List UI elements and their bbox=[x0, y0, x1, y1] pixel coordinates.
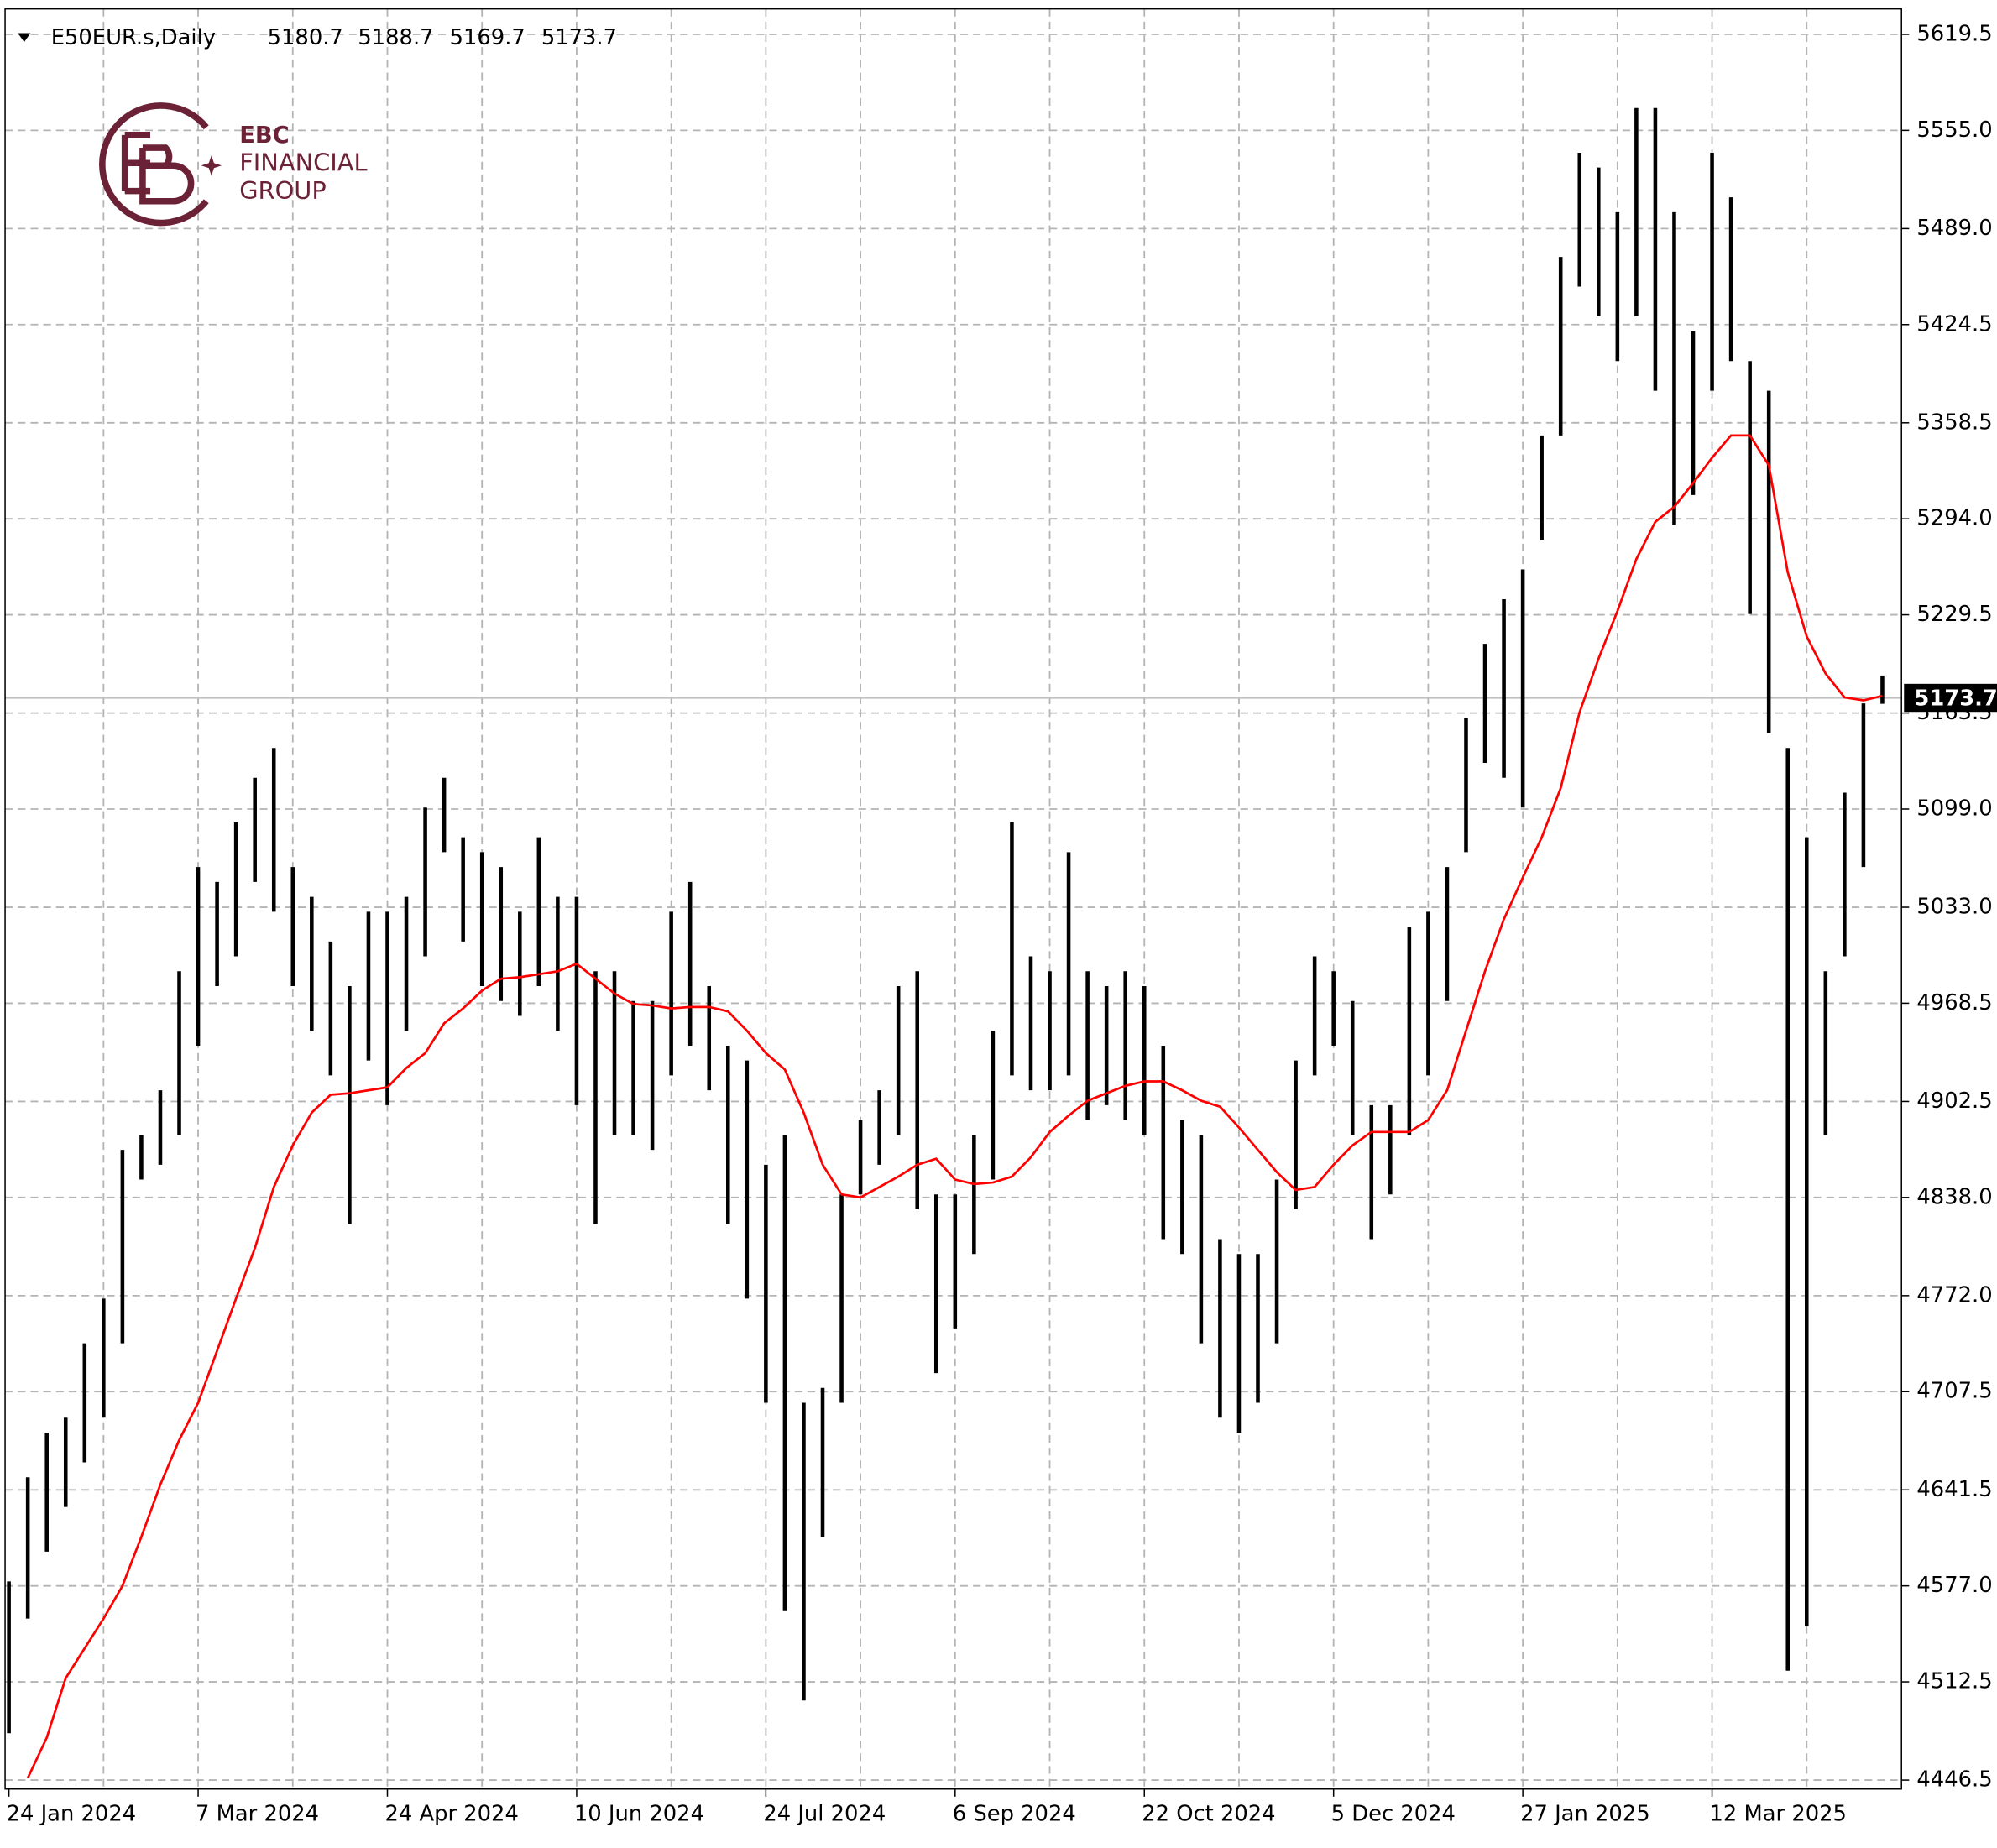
y-tick-label: 4446.5 bbox=[1916, 1767, 1992, 1793]
x-tick-label: 27 Jan 2025 bbox=[1520, 1802, 1650, 1827]
y-tick-label: 5099.0 bbox=[1916, 796, 1992, 821]
y-tick-label: 4512.5 bbox=[1916, 1669, 1992, 1694]
y-tick-label: 5229.5 bbox=[1916, 602, 1992, 627]
low-value: 5169.7 bbox=[450, 25, 525, 50]
y-tick-label: 4707.5 bbox=[1916, 1379, 1992, 1404]
logo-text: GROUP bbox=[239, 176, 327, 205]
plot bbox=[7, 107, 1885, 1778]
y-tick-label: 4641.5 bbox=[1916, 1477, 1992, 1502]
y-tick-label: 5555.0 bbox=[1916, 117, 1992, 143]
high-value: 5188.7 bbox=[358, 25, 433, 50]
close-value: 5173.7 bbox=[541, 25, 617, 50]
y-tick-label: 5358.5 bbox=[1916, 410, 1992, 435]
logo-star bbox=[201, 155, 222, 176]
x-tick-label: 12 Mar 2025 bbox=[1710, 1802, 1847, 1827]
y-tick-label: 4772.0 bbox=[1916, 1282, 1992, 1308]
y-tick-label: 5033.0 bbox=[1916, 895, 1992, 920]
last-price-box bbox=[1904, 683, 1997, 713]
x-tick-label: 24 Apr 2024 bbox=[384, 1802, 518, 1827]
x-tick-label: 5 Dec 2024 bbox=[1331, 1802, 1456, 1827]
x-tick-label: 24 Jan 2024 bbox=[7, 1802, 137, 1827]
logo-text: FINANCIAL bbox=[239, 149, 367, 177]
y-tick-label: 5424.5 bbox=[1916, 311, 1992, 337]
x-tick-label: 22 Oct 2024 bbox=[1142, 1802, 1275, 1827]
symbol-label: E50EUR.s,Daily bbox=[51, 25, 216, 50]
y-tick-label: 4838.0 bbox=[1916, 1184, 1992, 1209]
x-tick-label: 6 Sep 2024 bbox=[953, 1802, 1076, 1827]
grid bbox=[5, 8, 1902, 1789]
y-tick-label: 5294.0 bbox=[1916, 506, 1992, 531]
y-tick-label: 4577.0 bbox=[1916, 1573, 1992, 1598]
y-tick-label: 5489.0 bbox=[1916, 216, 1992, 241]
plot-border bbox=[4, 8, 1902, 1790]
logo-text: EBC bbox=[239, 123, 290, 149]
y-tick-label: 4968.5 bbox=[1916, 990, 1992, 1015]
axes: 5619.5 5555.0 5489.0 5424.5 5358.5 5294.0 5229… bbox=[7, 21, 1997, 1827]
dropdown-icon[interactable] bbox=[18, 33, 31, 43]
open-value: 5180.7 bbox=[268, 25, 343, 50]
y-tick-label: 4902.5 bbox=[1916, 1088, 1992, 1114]
logo-ring bbox=[99, 102, 209, 227]
x-tick-label: 24 Jul 2024 bbox=[763, 1802, 886, 1827]
logo-mark bbox=[121, 132, 195, 205]
last-price-label: 5173.7 bbox=[1914, 686, 1997, 712]
logo: EBC FINANCIAL GROUP bbox=[99, 102, 368, 227]
x-tick-label: 10 Jun 2024 bbox=[574, 1802, 704, 1827]
x-tick-label: 7 Mar 2024 bbox=[196, 1802, 319, 1827]
y-tick-label: 5619.5 bbox=[1916, 21, 1992, 46]
moving-average-line bbox=[26, 434, 1883, 1778]
